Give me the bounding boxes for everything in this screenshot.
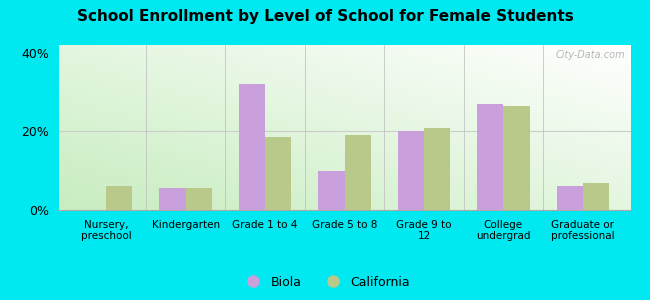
Bar bbox=[265, 137, 291, 210]
Bar bbox=[477, 104, 503, 210]
Legend: Biola, California: Biola, California bbox=[235, 271, 415, 294]
Bar bbox=[318, 171, 344, 210]
Bar bbox=[239, 84, 265, 210]
Bar bbox=[344, 135, 370, 210]
Bar bbox=[106, 186, 133, 210]
Bar bbox=[503, 106, 530, 210]
Bar bbox=[583, 182, 609, 210]
Text: City-Data.com: City-Data.com bbox=[555, 50, 625, 60]
Bar bbox=[424, 128, 450, 210]
Text: School Enrollment by Level of School for Female Students: School Enrollment by Level of School for… bbox=[77, 9, 573, 24]
Bar bbox=[398, 131, 424, 210]
Bar bbox=[159, 188, 186, 210]
Bar bbox=[186, 188, 212, 210]
Bar bbox=[556, 186, 583, 210]
